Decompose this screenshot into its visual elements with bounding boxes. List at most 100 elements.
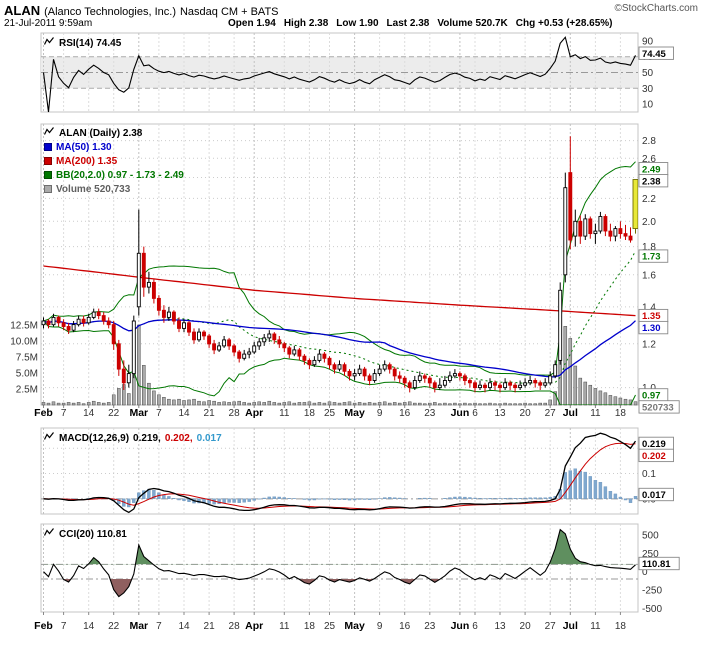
rsi-legend-label: RSI(14) 74.45 [59,37,122,49]
svg-text:0.1: 0.1 [642,469,656,480]
svg-text:30: 30 [642,84,654,95]
svg-text:2.5M: 2.5M [16,385,38,396]
price-legend-row-ma50: MA(50) 1.30 [44,140,184,154]
svg-text:0: 0 [642,567,648,578]
svg-text:12.5M: 12.5M [10,321,38,332]
quote-volume: Volume 520.7K [437,18,508,29]
svg-text:14: 14 [178,408,190,419]
macd-legend: MACD(12,26,9) 0.219, 0.202, 0.017 [44,431,222,445]
company-name: (Alanco Technologies, Inc.) [44,6,176,18]
macd-legend-title: MACD(12,26,9) [59,432,130,444]
svg-text:28: 28 [229,408,241,419]
chart-line-icon [44,432,55,444]
svg-text:13: 13 [494,408,506,419]
volume-legend-label: Volume 520,733 [56,183,131,195]
price-panel: 12.5M10.0M7.5M5.0M2.5M1.01.21.41.61.82.0… [10,136,680,414]
svg-text:16: 16 [399,621,411,632]
rsi-legend: RSI(14) 74.45 [44,36,121,50]
svg-text:2.8: 2.8 [642,136,656,147]
svg-text:2.6: 2.6 [642,154,656,165]
svg-text:9: 9 [377,621,383,632]
svg-text:25: 25 [324,621,336,632]
bb-legend-label: BB(20,2.0) 0.97 - 1.73 - 2.49 [56,169,184,181]
quote-open: Open 1.94 [228,18,276,29]
svg-text:Apr: Apr [245,620,263,632]
svg-text:110.81: 110.81 [642,559,671,570]
svg-text:Jun: Jun [451,620,470,632]
svg-text:20: 20 [520,408,532,419]
ticker-symbol: ALAN [4,3,41,18]
svg-text:1.73: 1.73 [642,252,661,263]
svg-text:14: 14 [83,621,95,632]
ma50-swatch-icon [44,143,52,151]
svg-text:18: 18 [304,408,316,419]
svg-text:May: May [344,407,365,419]
macd-value: 0.219, [133,432,161,444]
svg-text:7: 7 [61,621,67,632]
svg-text:7: 7 [156,408,162,419]
svg-text:11: 11 [279,621,290,632]
ma200-legend-label: MA(200) 1.35 [56,155,118,167]
svg-text:11: 11 [590,621,601,632]
svg-text:22: 22 [108,621,120,632]
price-legend-row-bb: BB(20,2.0) 0.97 - 1.73 - 2.49 [44,168,184,182]
chart-datetime: 21-Jul-2011 9:59am [4,18,93,29]
svg-text:74.45: 74.45 [642,49,666,60]
svg-text:Jun: Jun [451,407,470,419]
price-legend-symbol-label: ALAN (Daily) 2.38 [59,127,143,139]
quote-last: Last 2.38 [386,18,430,29]
svg-text:1.4: 1.4 [642,302,656,313]
rsi-legend-row: RSI(14) 74.45 [44,36,121,50]
svg-text:1.6: 1.6 [642,270,656,281]
svg-text:7: 7 [61,408,67,419]
svg-text:18: 18 [304,621,316,632]
svg-text:18: 18 [615,621,627,632]
svg-text:Jul: Jul [563,620,578,632]
svg-text:23: 23 [424,408,436,419]
svg-text:25: 25 [324,408,336,419]
svg-text:7.5M: 7.5M [16,353,38,364]
svg-text:0.202: 0.202 [642,451,666,462]
svg-text:14: 14 [83,408,95,419]
price-legend: ALAN (Daily) 2.38 MA(50) 1.30 MA(200) 1.… [44,126,184,196]
svg-text:1.8: 1.8 [642,242,656,253]
svg-text:Apr: Apr [245,407,263,419]
price-legend-row-volume: Volume 520,733 [44,182,184,196]
svg-text:11: 11 [590,408,601,419]
svg-text:27: 27 [545,621,557,632]
svg-text:90: 90 [642,36,654,47]
svg-text:0.017: 0.017 [642,490,666,501]
svg-text:-500: -500 [642,604,662,615]
ma50-legend-label: MA(50) 1.30 [56,141,112,153]
chart-line-icon [44,37,55,49]
svg-text:0.97: 0.97 [642,390,661,401]
svg-text:500: 500 [642,531,659,542]
cci-legend: CCI(20) 110.81 [44,527,127,541]
svg-text:11: 11 [279,408,290,419]
chart-line-icon [44,528,55,540]
svg-text:Feb: Feb [34,620,53,632]
date-axis: Feb Feb 7 7 14 14 22 22 Mar Mar 7 7 14 14 21 21 28 28 Apr A… [34,407,626,632]
exchange-info: Nasdaq CM + BATS [179,6,279,18]
ma200-swatch-icon [44,157,52,165]
cci-legend-label: CCI(20) 110.81 [59,528,127,540]
quote-change: Chg +0.53 (+28.65%) [515,18,613,29]
svg-text:22: 22 [108,408,120,419]
macd-legend-row: MACD(12,26,9) 0.219, 0.202, 0.017 [44,431,222,445]
cci-legend-row: CCI(20) 110.81 [44,527,127,541]
svg-text:1.30: 1.30 [642,323,661,334]
svg-text:2.2: 2.2 [642,194,656,205]
svg-text:2.49: 2.49 [642,164,661,175]
quote-high: High 2.38 [283,18,329,29]
stockcharts-credit: ©StockCharts.com [614,3,698,14]
svg-text:23: 23 [424,621,436,632]
svg-text:50: 50 [642,68,654,79]
svg-text:5.0M: 5.0M [16,369,38,380]
svg-text:250: 250 [642,549,659,560]
svg-text:27: 27 [545,408,557,419]
svg-text:9: 9 [377,408,383,419]
svg-text:Jul: Jul [563,407,578,419]
svg-text:13: 13 [494,621,506,632]
cci-panel: 500 250 0 -250 -500 110.81 [41,528,680,615]
